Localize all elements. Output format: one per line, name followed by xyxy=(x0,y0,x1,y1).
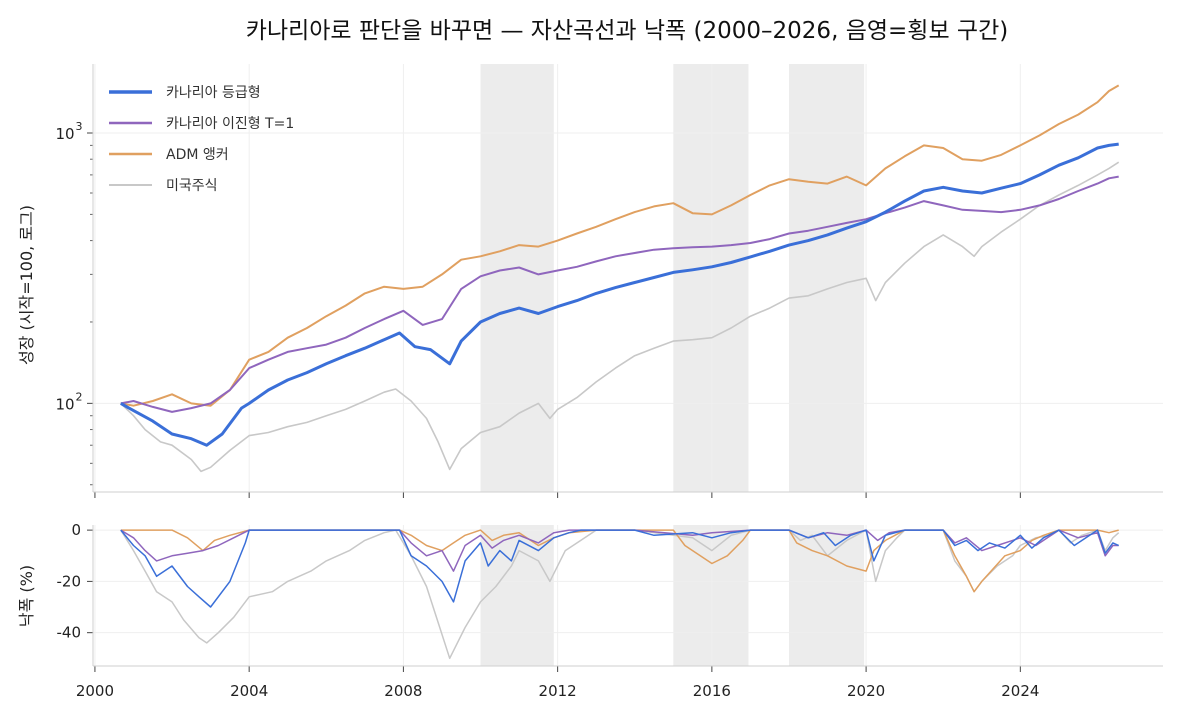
drawdown-series-line-1 xyxy=(120,529,1120,608)
x-tick-label-2000: 2000 xyxy=(76,682,114,700)
drawdown-y-axis-label: 낙폭 (%) xyxy=(17,565,36,627)
drawdown-series-line-3 xyxy=(120,529,1119,593)
growth-y-tick-label-1000: 10 xyxy=(55,125,74,143)
growth-shaded-period-1 xyxy=(480,64,554,492)
x-tick-label-2016: 2016 xyxy=(693,682,731,700)
growth-y-tick-exp-100: 2 xyxy=(76,390,83,403)
growth-y-tick-label-100: 10 xyxy=(55,395,74,413)
drawdown-series-line-4 xyxy=(120,529,1120,660)
x-tick-label-2020: 2020 xyxy=(847,682,885,700)
drawdown-y-tick-label-0: 0 xyxy=(71,521,81,539)
growth-series-line-2 xyxy=(120,175,1119,413)
legend-label-2: 카나리아 이진형 T=1 xyxy=(166,116,294,132)
x-tick-label-2024: 2024 xyxy=(1001,682,1039,700)
growth-y-tick-exp-1000: 3 xyxy=(76,120,83,133)
x-tick-label-2008: 2008 xyxy=(384,682,422,700)
growth-series-line-4 xyxy=(120,161,1120,473)
drawdown-panel: 0 -20 -40 2000 2004 2008 2012 2016 2020 2024 xyxy=(57,521,1163,700)
drawdown-shaded-period-2 xyxy=(673,525,749,666)
growth-series-line-1 xyxy=(120,142,1119,447)
legend-label-4: 미국주식 xyxy=(166,178,218,194)
x-tick-label-2004: 2004 xyxy=(230,682,268,700)
growth-series-line-3 xyxy=(120,84,1120,407)
drawdown-shaded-period-3 xyxy=(788,525,865,666)
drawdown-y-tick-label--40: -40 xyxy=(57,624,82,642)
legend-label-3: ADM 앵커 xyxy=(166,147,229,163)
drawdown-series-line-2 xyxy=(120,529,1119,572)
growth-shaded-period-3 xyxy=(788,64,865,492)
growth-shaded-period-2 xyxy=(673,64,749,492)
growth-y-axis-label: 성장 (시작=100, 로그) xyxy=(17,205,36,365)
x-tick-label-2012: 2012 xyxy=(539,682,577,700)
legend-label-1: 카나리아 등급형 xyxy=(166,85,261,101)
drawdown-y-tick-label--20: -20 xyxy=(57,572,82,590)
chart-title: 카나리아로 판단을 바꾸면 — 자산곡선과 낙폭 (2000–2026, 음영=… xyxy=(246,18,1008,44)
